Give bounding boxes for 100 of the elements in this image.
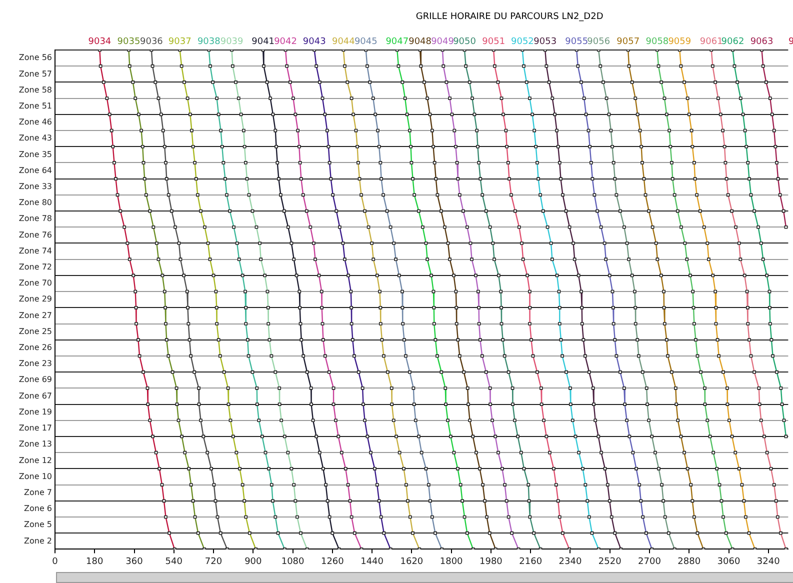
point (561, 193, 564, 197)
point (186, 306, 190, 310)
y-tick-label: Zone 23 (18, 359, 52, 368)
point (580, 322, 584, 326)
point (277, 177, 280, 180)
point (202, 434, 206, 438)
y-tick-label: Zone 64 (18, 166, 52, 175)
x-tick-label: 720 (204, 556, 222, 567)
series-label: 9057 (616, 36, 640, 47)
point (582, 338, 586, 342)
series-label: 9063 (750, 36, 774, 47)
point (206, 450, 210, 454)
series-label: 9038 (197, 36, 221, 47)
y-tick-label: Zone 29 (18, 294, 52, 304)
point (265, 80, 269, 84)
x-tick-label: 540 (165, 556, 183, 567)
series-label: 9058 (646, 36, 669, 47)
y-tick-label: Zone 51 (18, 101, 52, 110)
series-label: 9062 (721, 36, 744, 47)
point (268, 96, 272, 100)
point (298, 322, 302, 326)
point (310, 402, 313, 406)
point (162, 144, 166, 148)
x-tick-label: 2520 (598, 556, 622, 567)
series-label: 9050 (453, 36, 476, 47)
point (279, 193, 282, 197)
point (559, 177, 562, 180)
series-label: 9043 (302, 36, 326, 47)
point (572, 258, 576, 262)
x-tick-label: 1440 (360, 556, 384, 567)
point (186, 322, 190, 326)
point (592, 402, 596, 406)
x-tick-label: 2700 (638, 556, 662, 567)
x-tick-label: 0 (52, 556, 58, 567)
point (170, 209, 174, 213)
y-tick-label: Zone 19 (18, 407, 52, 416)
point (197, 402, 201, 406)
y-tick-label: Zone 17 (18, 424, 52, 433)
y-tick-label: Zone 69 (18, 375, 52, 384)
point (580, 290, 583, 294)
x-tick-label: 3240 (756, 556, 780, 567)
series-label: 9035 (117, 36, 140, 47)
point (298, 306, 302, 310)
point (298, 290, 302, 294)
y-tick-label: Zone 12 (18, 456, 52, 465)
point (154, 80, 158, 84)
point (314, 434, 318, 438)
x-tick-label: 1980 (480, 556, 503, 567)
point (197, 386, 200, 390)
series-label: 9041 (252, 36, 275, 47)
y-tick-label: Zone 57 (18, 69, 52, 78)
point (166, 193, 170, 197)
point (324, 483, 328, 486)
point (164, 177, 168, 180)
point (305, 370, 309, 374)
x-tick-label: 1800 (440, 556, 464, 567)
y-tick-label: Zone 76 (18, 230, 52, 240)
point (210, 467, 213, 470)
series-label: 9044 (332, 36, 356, 47)
point (271, 112, 275, 116)
point (330, 531, 334, 535)
point (606, 483, 610, 486)
y-tick-label: Zone 27 (18, 310, 52, 320)
point (326, 499, 330, 503)
point (587, 370, 591, 374)
point (286, 225, 290, 229)
point (596, 434, 600, 438)
x-tick-label: 2880 (678, 556, 701, 567)
x-tick-label: 3060 (717, 556, 740, 567)
y-tick-label: Zone 56 (18, 53, 52, 62)
series-label: 9047 (386, 36, 409, 47)
y-tick-label: Zone 67 (18, 391, 52, 400)
series-label: 9048 (408, 36, 432, 47)
y-tick-label: Zone 80 (18, 198, 52, 208)
chart-title: GRILLE HORAIRE DU PARCOURS LN2_D2D (416, 12, 604, 22)
point (192, 370, 196, 374)
point (610, 515, 614, 519)
series-label: 9061 (700, 36, 723, 47)
point (274, 128, 278, 132)
series-label: 9039 (220, 36, 244, 47)
point (212, 483, 216, 486)
point (164, 161, 168, 164)
y-tick-label: Zone 74 (18, 246, 52, 256)
point (188, 338, 192, 342)
point (189, 354, 193, 358)
series-label: 9059 (668, 36, 692, 47)
point (300, 338, 304, 342)
point (603, 467, 607, 470)
series-label: 9055 (565, 36, 588, 47)
point (311, 418, 315, 422)
series-label: 9036 (140, 36, 164, 47)
point (174, 225, 177, 229)
x-tick-label: 360 (126, 556, 144, 567)
point (214, 499, 218, 503)
point (322, 467, 325, 470)
point (555, 128, 558, 132)
y-tick-label: Zone 33 (18, 182, 52, 192)
point (159, 112, 163, 116)
y-tick-label: Zone 26 (18, 343, 52, 352)
y-tick-label: Zone 43 (18, 134, 52, 143)
